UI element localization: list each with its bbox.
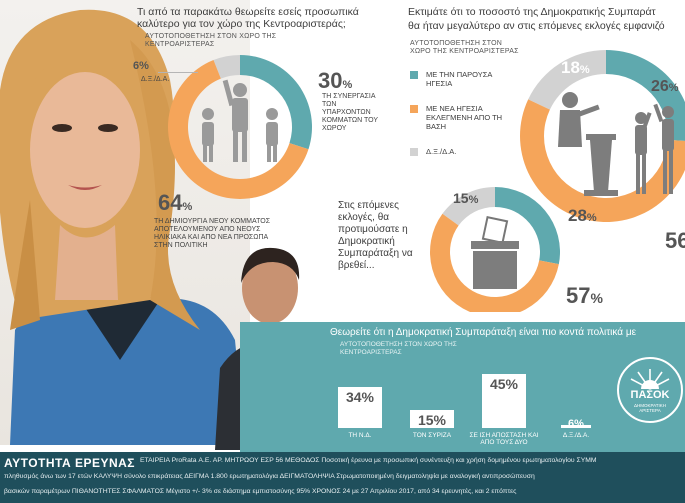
q1-slice-2 xyxy=(168,60,309,200)
q1-pct-orange: 64% xyxy=(158,190,193,215)
q2-question-line2: θα ήταν μεγαλύτερο αν στις επόμενες εκλο… xyxy=(408,20,665,32)
q3-pct-teal: 28% xyxy=(568,206,597,225)
q4-bar-label-3: 6% xyxy=(568,418,584,430)
q2-donut xyxy=(519,50,685,222)
sun-icon xyxy=(630,369,670,390)
q1-donut xyxy=(168,55,312,200)
pasok-logo: ΠΑΣΟΚ ΔΗΜΟΚΡΑΤΙΚΗ ΑΡΙΣΤΕΡΑ xyxy=(617,357,683,423)
q1-leader-gray xyxy=(158,72,198,73)
q2-question-line1: Εκτιμάτε ότι το ποσοστό της Δημοκρατικής… xyxy=(408,6,656,18)
q3-slice-1 xyxy=(495,187,560,265)
q2-legend-gray: Δ.Ξ./Δ.Α. xyxy=(410,147,515,156)
footer-line-3: βασικών παραμέτρων ΠΙΘΑΝΟΤΗΤΕΣ ΣΦΑΛΜΑΤΟΣ… xyxy=(4,488,517,495)
q4-bar-label-1: 15% xyxy=(417,412,447,428)
q1-subtitle: ΑΥΤΟΤΟΠΟΘΕΤΗΣΗ ΣΤΟΝ ΧΩΡΟ ΤΗΣ ΚΕΝΤΡΟΑΡΙΣΤ… xyxy=(145,33,277,48)
q1-slice-0 xyxy=(213,55,240,79)
q4-band xyxy=(240,322,685,452)
q3-pct-gray: 15% xyxy=(453,190,479,206)
q2-slice-0 xyxy=(528,50,606,110)
people-group-icon xyxy=(202,79,278,162)
q2-pct-gray: 18% xyxy=(561,58,590,77)
ballot-box-icon xyxy=(471,215,519,289)
footer: ΑΥΤΟΤΗΤΑ ΕΡΕΥΝΑΣ ΕΤΑΙΡΕΙΑ ProRata Α.Ε. Α… xyxy=(0,452,685,503)
q4-bar-category-3: Δ.Ξ./Δ.Α. xyxy=(562,432,590,439)
q4-subtitle: ΑΥΤΟΤΟΠΟΘΕΤΗΣΗ ΣΤΟΝ ΧΩΡΟ ΤΗΣ ΚΕΝΤΡΟΑΡΙΣΤ… xyxy=(340,341,457,356)
q3-donut xyxy=(430,187,560,312)
q2-pct-orange: 56 xyxy=(665,228,685,253)
q1-pct-gray: 6% xyxy=(133,60,149,72)
q1-caption-gray: Δ.Ξ./Δ.Α. xyxy=(141,76,170,83)
q2-legend-orange: ΜΕ ΝΕΑ ΗΓΕΣΙΑ ΕΚΛΕΓΜΕΝΗ ΑΠΟ ΤΗ ΒΑΣΗ xyxy=(410,104,515,131)
speaker-podium-icon xyxy=(558,92,674,196)
q1-slice-1 xyxy=(240,55,312,150)
footer-title: ΑΥΤΟΤΗΤΑ ΕΡΕΥΝΑΣ xyxy=(4,456,136,470)
q1-question: Τι από τα παρακάτω θεωρείτε εσείς προσωπ… xyxy=(137,6,359,30)
footer-line-2: πληθυσμός άνω των 17 ετών ΚΑΛΥΨΗ σύνολο … xyxy=(4,473,535,480)
pasok-logo-text: ΠΑΣΟΚ xyxy=(630,389,670,401)
q1-pct-teal: 30% xyxy=(318,68,353,93)
q4-bar-label-0: 34% xyxy=(345,389,375,406)
q2-legend-teal: ΜΕ ΤΗΝ ΠΑΡΟΥΣΑ ΗΓΕΣΙΑ xyxy=(410,70,515,88)
q2-slice-1 xyxy=(606,50,685,141)
q4-bar-3: 6% xyxy=(561,416,591,430)
q4-bar-0: 34% xyxy=(338,387,382,428)
q4-bar-2: 45% xyxy=(482,374,526,428)
q4-bar-label-2: 45% xyxy=(489,376,519,392)
q1-caption-orange: ΤΗ ΔΗΜΙΟΥΡΓΙΑ ΝΕΟΥ ΚΟΜΜΑΤΟΣ ΑΠΟΤΕΛΟΥΜΕΝΟ… xyxy=(154,218,271,249)
q4-bar-category-1: ΤΟΝ ΣΥΡΙΖΑ xyxy=(412,432,452,439)
footer-line-1: ΕΤΑΙΡΕΙΑ ProRata Α.Ε. ΑΡ. ΜΗΤΡΩΟΥ ΕΣΡ 56… xyxy=(140,457,597,464)
pasok-logo-sub: ΔΗΜΟΚΡΑΤΙΚΗ ΑΡΙΣΤΕΡΑ xyxy=(633,403,667,413)
q4-bar-chart: 34% ΤΗ Ν.Δ. 15% ΤΟΝ ΣΥΡΙΖΑ 45% ΣΕ ΙΣΗ ΑΠΟΣΤΑΣ… xyxy=(320,350,610,450)
q4-question: Θεωρείτε ότι η Δημοκρατική Συμπαράταξη ε… xyxy=(330,327,637,338)
q2-subtitle: ΑΥΤΟΤΟΠΟΘΕΤΗΣΗ ΣΤΟΝ ΧΩΡΟ ΤΗΣ ΚΕΝΤΡΟΑΡΙΣΤ… xyxy=(410,40,519,55)
q2-pct-teal: 26% xyxy=(651,78,679,95)
q4-bar-category-0: ΤΗ Ν.Δ. xyxy=(348,432,372,439)
q3-slice-2 xyxy=(430,213,559,312)
q4-bar-category-2: ΣΕ ΙΣΗ ΑΠΟΣΤΑΣΗ ΚΑΙ ΑΠΟ ΤΟΥΣ ΔΥΟ xyxy=(469,432,539,446)
q3-question: Στις επόμενες εκλογές, θα προτιμούσατε η… xyxy=(338,200,413,271)
q4-bar-1: 15% xyxy=(410,410,454,428)
q3-pct-orange: 57% xyxy=(566,283,603,308)
q3-slice-0 xyxy=(442,187,495,226)
q1-caption-teal: ΤΗ ΣΥΝΕΡΓΑΣΙΑ ΤΩΝ ΥΠΑΡΧΟΝΤΩΝ ΚΟΜΜΑΤΩΝ ΤΟ… xyxy=(322,93,378,132)
